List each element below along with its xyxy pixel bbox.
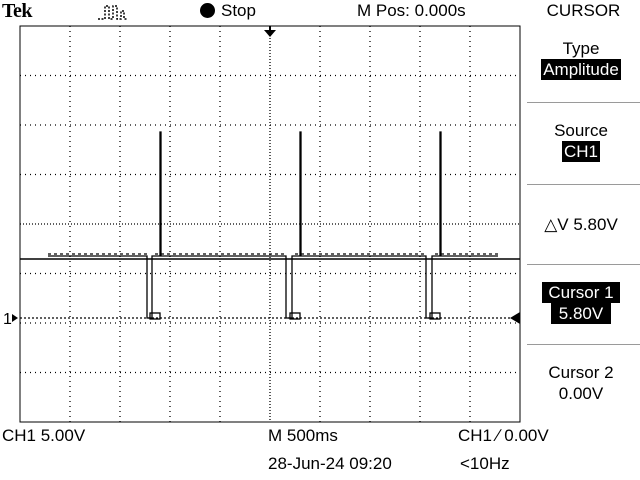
cursor-menu: Type Amplitude Source CH1 △V 5.80V Curso… xyxy=(522,24,640,424)
ch1-waveform xyxy=(48,131,498,320)
cursor-2-label: Cursor 2 xyxy=(548,363,614,382)
ch1-scale: CH1 5.00V xyxy=(2,426,86,445)
stop-indicator-icon xyxy=(200,3,215,18)
trigger-frequency: <10Hz xyxy=(460,454,510,473)
type-label: Type xyxy=(562,39,600,58)
delta-value: △V 5.80V xyxy=(544,215,618,234)
cursor-1-value: 5.80V xyxy=(550,303,612,324)
pulse-trigger-icon xyxy=(98,5,128,20)
trigger-readout: CH1 ∕ 0.00V xyxy=(458,426,549,445)
trigger-position-icon xyxy=(264,30,276,37)
waveform-display: 1 xyxy=(3,25,521,423)
menu-divider xyxy=(527,264,640,265)
center-axes xyxy=(20,26,520,422)
ch1-marker-arrow-icon xyxy=(12,314,18,322)
timebase: M 500ms xyxy=(268,426,338,445)
brand-logo: Tek xyxy=(2,0,33,22)
delta-readout: △V 5.80V xyxy=(522,214,640,294)
horizontal-position: M Pos: 0.000s xyxy=(357,1,466,20)
menu-title: CURSOR xyxy=(546,1,621,20)
menu-divider xyxy=(527,184,640,185)
run-state-label: Stop xyxy=(221,1,256,20)
source-value: CH1 xyxy=(561,141,600,162)
cursor-2-value: 0.00V xyxy=(558,384,604,403)
type-option[interactable]: Type Amplitude xyxy=(522,38,640,118)
type-value: Amplitude xyxy=(541,59,621,80)
run-state: Stop xyxy=(200,1,256,21)
ch1-ground-marker: 1 xyxy=(3,311,12,328)
date-time: 28-Jun-24 09:20 xyxy=(268,454,392,473)
cursor-1-label: Cursor 1 xyxy=(542,282,620,303)
source-option[interactable]: Source CH1 xyxy=(522,120,640,200)
cursor-2-option[interactable]: Cursor 2 0.00V xyxy=(522,362,640,442)
level-marker-arrow-icon xyxy=(510,312,520,324)
cursor-1-option[interactable]: Cursor 1 5.80V xyxy=(522,282,640,362)
menu-divider xyxy=(527,102,640,103)
source-label: Source xyxy=(554,121,608,140)
readout-bar: CH1 5.00V M 500ms CH1 ∕ 0.00V 28-Jun-24 … xyxy=(0,426,640,480)
status-bar: Tek Stop M Pos: 0.000s CURSOR xyxy=(0,0,640,24)
menu-divider xyxy=(527,344,640,345)
